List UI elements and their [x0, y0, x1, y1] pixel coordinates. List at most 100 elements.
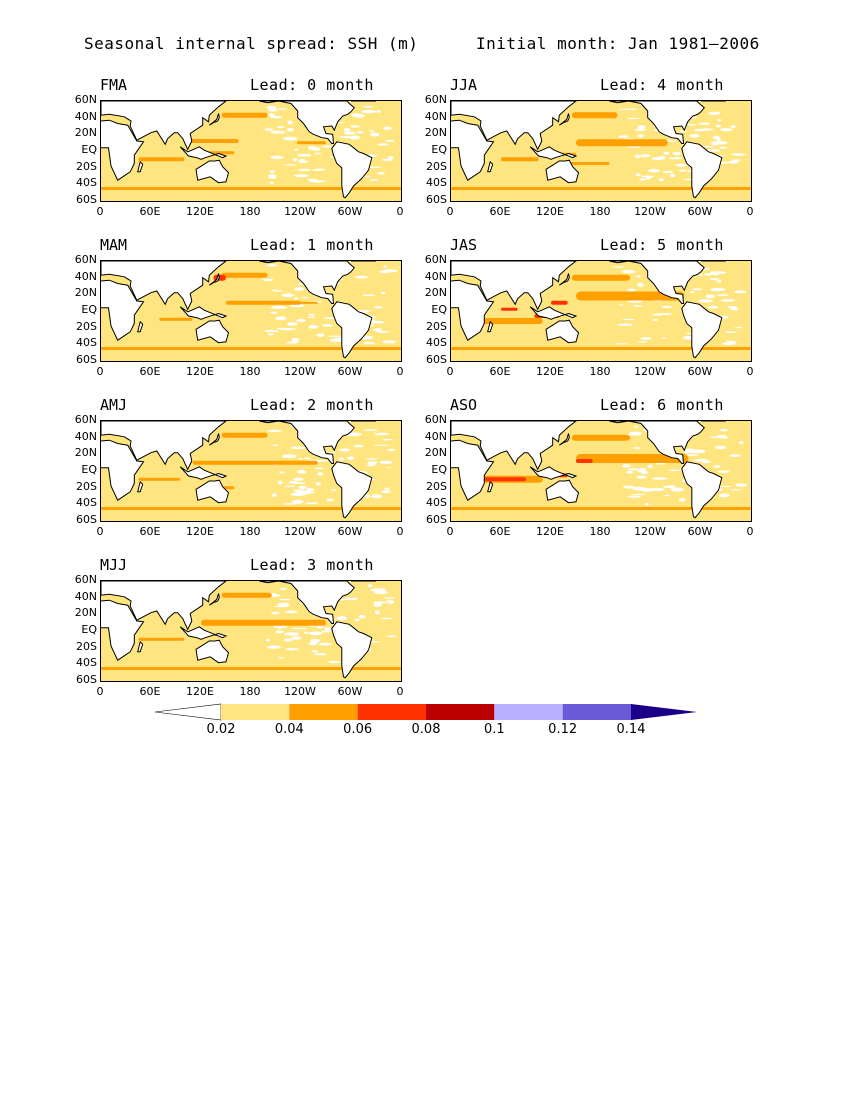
low-spread-patch	[626, 146, 641, 148]
land-madagascar	[487, 480, 494, 493]
low-spread-patch	[285, 648, 299, 651]
low-spread-patch	[627, 288, 636, 292]
low-spread-patch	[370, 494, 383, 499]
spread-band	[576, 139, 668, 147]
low-spread-patch	[629, 431, 642, 436]
lat-tick-label: EQ	[81, 623, 97, 636]
low-spread-patch	[690, 291, 695, 294]
colorbar-segment	[221, 704, 290, 720]
lat-tick-label: 20N	[424, 126, 447, 140]
lon-tick-label: 180	[589, 205, 611, 218]
lat-tick-label: 60N	[424, 413, 447, 426]
lat-tick-label: 60S	[76, 353, 97, 366]
map-panel	[100, 580, 402, 682]
low-spread-patch	[729, 489, 742, 491]
low-spread-patch	[279, 587, 287, 591]
lon-tick-label: 0	[396, 525, 404, 538]
lat-tick-label: 20S	[76, 639, 97, 653]
low-spread-patch	[623, 485, 636, 489]
low-spread-patch	[651, 156, 666, 161]
low-spread-patch	[632, 305, 643, 307]
low-spread-patch	[276, 108, 288, 110]
low-spread-patch	[367, 153, 377, 157]
low-spread-patch	[322, 324, 333, 327]
lon-tick-label: 120E	[186, 685, 214, 698]
lon-tick-label: 60W	[687, 365, 713, 378]
low-spread-patch	[333, 338, 341, 340]
land-madagascar	[487, 160, 494, 173]
lon-tick-label: 60E	[139, 685, 161, 698]
land-northAmerica	[609, 421, 705, 464]
colorbar-segment	[289, 704, 358, 720]
spread-band	[221, 592, 272, 598]
low-spread-patch	[302, 296, 308, 299]
panel-season-label: JAS	[450, 236, 478, 254]
lon-tick-label: 0	[446, 205, 454, 218]
low-spread-patch	[729, 454, 741, 457]
lon-tick-label: 0	[96, 205, 104, 218]
land-northAmerica	[259, 261, 355, 304]
low-spread-patch	[270, 130, 286, 134]
low-spread-patch	[335, 617, 347, 620]
low-spread-patch	[622, 464, 631, 468]
land-indonesia	[179, 626, 228, 640]
low-spread-patch	[273, 606, 290, 608]
low-spread-patch	[314, 152, 322, 155]
low-spread-patch	[384, 487, 390, 490]
low-spread-patch	[298, 485, 307, 490]
low-spread-patch	[308, 631, 323, 636]
low-spread-patch	[267, 645, 281, 649]
low-spread-patch	[343, 128, 351, 132]
low-spread-patch	[354, 618, 360, 622]
low-spread-patch	[383, 126, 392, 130]
lon-tick-label: 180	[589, 525, 611, 538]
low-spread-patch	[350, 125, 360, 128]
spread-band	[221, 432, 268, 438]
low-spread-patch	[321, 630, 332, 633]
figure-title: Seasonal internal spread: SSH (m)	[84, 34, 419, 53]
map-panel	[450, 260, 752, 362]
low-spread-patch	[650, 487, 665, 491]
lat-tick-label: 60N	[74, 93, 97, 106]
low-spread-patch	[291, 338, 300, 342]
low-spread-patch	[386, 467, 392, 469]
low-spread-patch	[693, 459, 708, 462]
low-spread-patch	[382, 158, 393, 161]
lat-tick-label: 60S	[76, 673, 97, 686]
low-spread-patch	[284, 485, 296, 487]
land-madagascar	[137, 160, 144, 173]
lat-tick-label: EQ	[81, 303, 97, 316]
low-spread-patch	[652, 477, 668, 480]
low-spread-patch	[292, 501, 302, 504]
spread-band	[451, 507, 751, 510]
land-australia	[195, 319, 230, 344]
low-spread-patch	[632, 486, 646, 491]
low-spread-patch	[365, 458, 379, 460]
low-spread-patch	[715, 124, 721, 128]
spread-band	[501, 307, 518, 311]
low-spread-patch	[730, 125, 736, 129]
low-spread-patch	[375, 610, 380, 615]
low-spread-patch	[721, 342, 736, 345]
lat-tick-label: 40N	[424, 109, 447, 123]
low-spread-patch	[356, 131, 364, 134]
low-spread-patch	[619, 304, 624, 306]
low-spread-patch	[386, 635, 397, 638]
low-spread-patch	[362, 341, 375, 345]
low-spread-patch	[371, 320, 385, 324]
low-spread-patch	[618, 135, 628, 138]
lon-tick-label: 0	[396, 365, 404, 378]
land-indonesia	[529, 146, 578, 160]
low-spread-patch	[648, 168, 660, 173]
lat-tick-label: EQ	[431, 463, 447, 476]
land-indonesia	[179, 306, 228, 320]
lon-tick-label: 120E	[186, 365, 214, 378]
lat-tick-label: 20N	[424, 286, 447, 300]
panel-season-label: FMA	[100, 76, 128, 94]
land-northAmerica	[259, 101, 355, 144]
spread-band	[501, 157, 539, 162]
low-spread-patch	[635, 173, 641, 177]
low-spread-patch	[318, 642, 332, 646]
low-spread-patch	[652, 319, 658, 321]
